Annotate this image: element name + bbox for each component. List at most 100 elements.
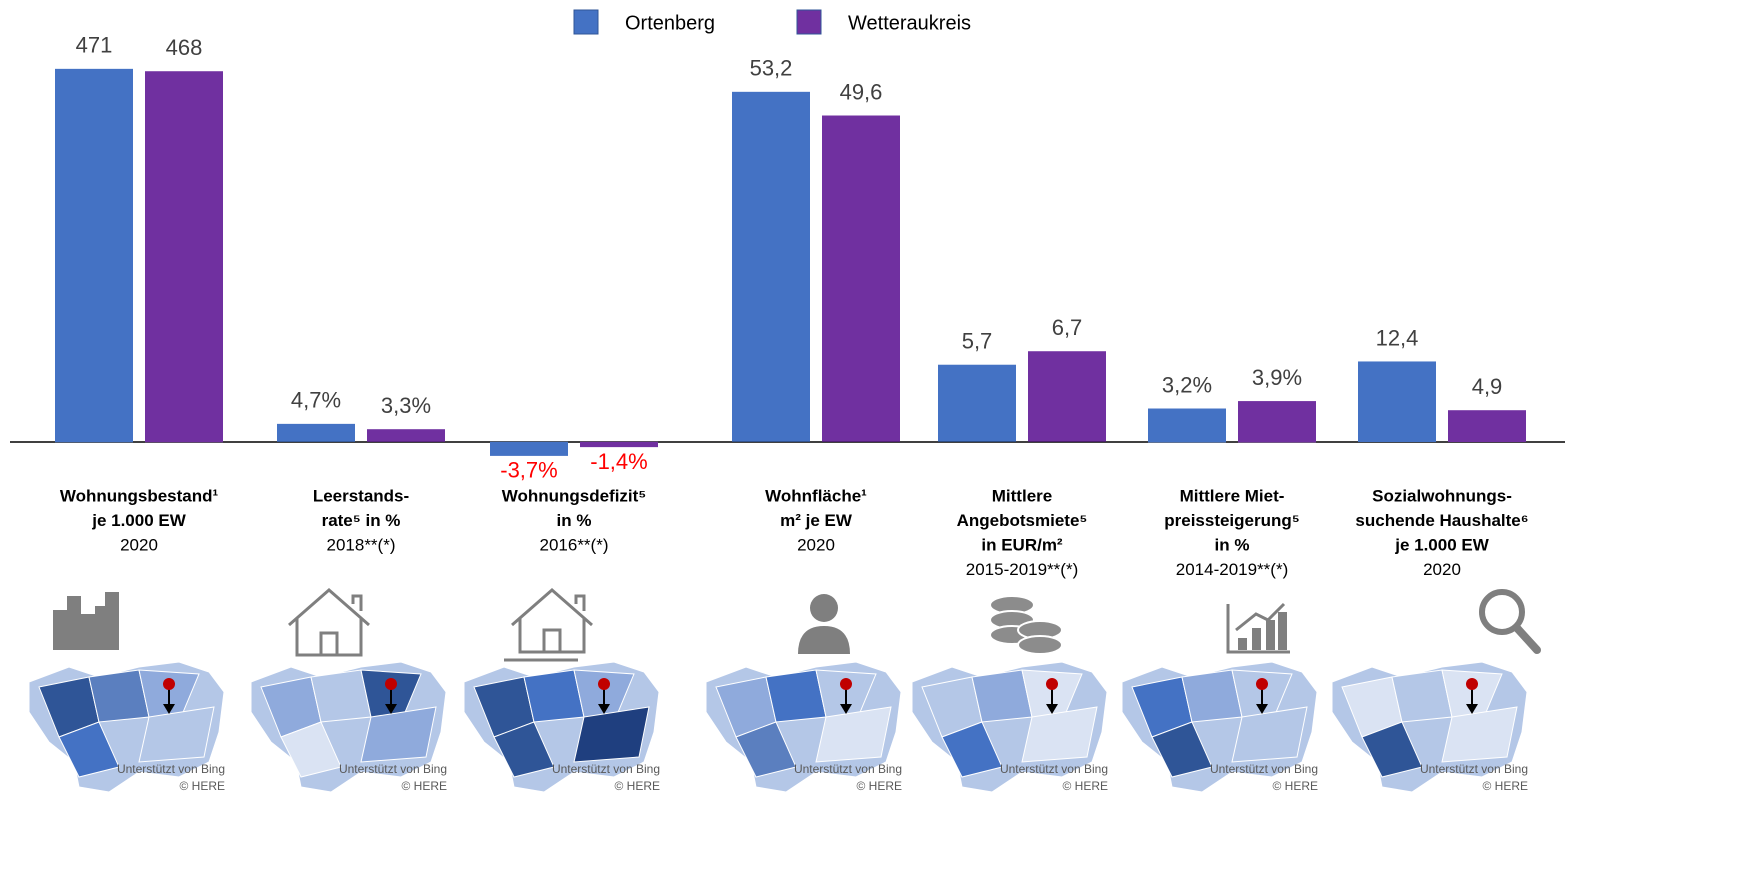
map-pin — [1256, 678, 1268, 690]
map-credit: Unterstützt von Bing — [1210, 762, 1318, 776]
map-pin-head — [1466, 704, 1478, 714]
group-title: Angebotsmiete⁵ — [957, 511, 1088, 530]
map-region — [735, 721, 797, 778]
value-label: 468 — [166, 35, 203, 60]
icon-part — [1238, 638, 1247, 650]
bar — [938, 364, 1016, 442]
icon-part — [504, 588, 593, 662]
group-subtitle: 2016**(*) — [540, 535, 609, 554]
map-region — [138, 706, 215, 763]
map-region — [58, 721, 120, 778]
map-region — [280, 721, 342, 778]
icon — [1226, 602, 1290, 654]
icon-part — [105, 592, 119, 650]
legend-swatch — [796, 9, 822, 35]
value-label: -1,4% — [590, 449, 647, 474]
map-pin — [1046, 678, 1058, 690]
bar — [1238, 401, 1316, 443]
group-title: Wohnfläche¹ — [765, 486, 867, 505]
map-pin-head — [385, 704, 397, 714]
map-pin-head — [840, 704, 852, 714]
group-title: Mittlere Miet- — [1180, 486, 1285, 505]
map-credit: © HERE — [179, 779, 225, 793]
map-pin — [385, 678, 397, 690]
map-pin-head — [1256, 704, 1268, 714]
bar — [1028, 351, 1106, 442]
icon-part — [1226, 604, 1290, 654]
value-label: 471 — [76, 33, 113, 58]
icon-part — [1266, 620, 1275, 650]
map-pin — [840, 678, 852, 690]
map — [911, 661, 1108, 793]
map-credit: Unterstützt von Bing — [1420, 762, 1528, 776]
map-region — [310, 669, 372, 723]
map-region — [573, 706, 650, 763]
group-title: m² je EW — [780, 511, 853, 530]
group-title: Leerstands- — [313, 486, 409, 505]
map — [250, 661, 447, 793]
value-label: -3,7% — [500, 458, 557, 483]
group-subtitle: 2014-2019**(*) — [1176, 560, 1288, 579]
group-title: Sozialwohnungs- — [1372, 486, 1512, 505]
map — [705, 661, 902, 793]
map — [463, 661, 660, 793]
map — [28, 661, 225, 793]
group-title: rate⁵ in % — [322, 511, 401, 530]
icon — [989, 595, 1063, 655]
map-pin-head — [598, 704, 610, 714]
group-title: Wohnungsdefizit⁵ — [502, 486, 647, 505]
map-credit: © HERE — [1062, 779, 1108, 793]
icon — [798, 594, 850, 654]
group-title: Wohnungsbestand¹ — [60, 486, 219, 505]
map-credit: Unterstützt von Bing — [794, 762, 902, 776]
map-credit: © HERE — [1482, 779, 1528, 793]
map-credit: Unterstützt von Bing — [117, 762, 225, 776]
icon-part — [288, 588, 370, 657]
icon — [504, 588, 593, 662]
value-label: 4,9 — [1472, 374, 1503, 399]
group-title: suchende Haushalte⁶ — [1355, 511, 1528, 530]
value-label: 5,7 — [962, 329, 993, 354]
map-region — [1231, 706, 1308, 763]
map-region — [1361, 721, 1423, 778]
map — [1331, 661, 1528, 793]
icon-part — [1278, 612, 1287, 650]
map-region — [1151, 721, 1213, 778]
map-credit: © HERE — [401, 779, 447, 793]
map-credit: Unterstützt von Bing — [1000, 762, 1108, 776]
group-title: Mittlere — [992, 486, 1052, 505]
bar — [490, 441, 568, 456]
map-credit: Unterstützt von Bing — [552, 762, 660, 776]
map-pin-head — [1046, 704, 1058, 714]
value-label: 3,2% — [1162, 372, 1212, 397]
icon-part — [1479, 589, 1525, 635]
map — [1121, 661, 1318, 793]
icon-part — [1235, 602, 1286, 632]
value-label: 6,7 — [1052, 315, 1083, 340]
value-label: 4,7% — [291, 388, 341, 413]
map-region — [1021, 706, 1098, 763]
icon — [1479, 589, 1541, 654]
map-credit: © HERE — [1272, 779, 1318, 793]
icon-part — [1017, 635, 1063, 655]
group-subtitle: 2020 — [797, 535, 835, 554]
map-credit: © HERE — [614, 779, 660, 793]
bar — [1148, 408, 1226, 443]
bar — [1448, 410, 1526, 443]
icon-part — [1252, 628, 1261, 650]
map-region — [971, 669, 1033, 723]
group-title: in EUR/m² — [981, 535, 1063, 554]
group-title: je 1.000 EW — [1394, 535, 1490, 554]
map-region — [941, 721, 1003, 778]
map-region — [1181, 669, 1243, 723]
map-region — [765, 669, 827, 723]
icon-part — [67, 596, 81, 650]
value-label: 49,6 — [840, 79, 883, 104]
group-subtitle: 2020 — [120, 535, 158, 554]
map-pin-head — [163, 704, 175, 714]
icon-part — [1513, 624, 1541, 654]
legend-swatch — [573, 9, 599, 35]
map-pin — [598, 678, 610, 690]
bar — [55, 68, 133, 443]
